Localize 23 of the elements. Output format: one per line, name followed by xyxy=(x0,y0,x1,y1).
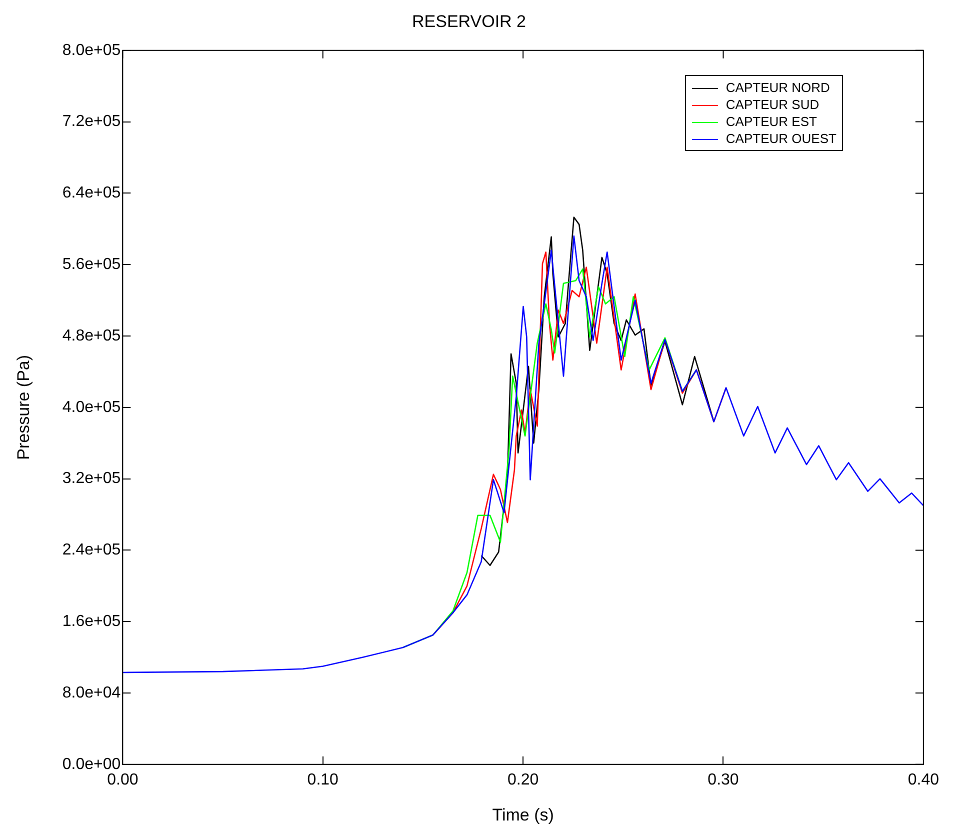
y-tick-label: 8.0e+04 xyxy=(62,684,121,702)
y-axis-title: Pressure (Pa) xyxy=(14,354,33,460)
x-tick-label: 0.30 xyxy=(708,771,739,788)
y-tick-label: 5.6e+05 xyxy=(62,256,121,274)
y-tick-label: 2.4e+05 xyxy=(62,542,121,559)
y-tick-label: 6.4e+05 xyxy=(62,184,121,202)
y-tick-label: 4.8e+05 xyxy=(62,327,121,344)
x-tick-label: 0.00 xyxy=(107,771,138,788)
x-tick-label: 0.40 xyxy=(908,771,940,788)
x-axis-title: Time (s) xyxy=(492,805,554,824)
y-tick-label: 7.2e+05 xyxy=(62,113,121,130)
y-tick-label: 3.2e+05 xyxy=(62,470,121,488)
legend-label: CAPTEUR NORD xyxy=(726,80,830,96)
y-tick-label: 4.0e+05 xyxy=(62,398,121,416)
y-tick-label: 0.0e+00 xyxy=(62,756,121,773)
y-tick-label: 8.0e+05 xyxy=(62,42,121,59)
x-tick-label: 0.20 xyxy=(507,771,539,788)
chart-title: RESERVOIR 2 xyxy=(412,12,526,31)
legend-label: CAPTEUR SUD xyxy=(726,97,820,112)
legend-label: CAPTEUR EST xyxy=(726,114,817,130)
legend-label: CAPTEUR OUEST xyxy=(726,131,836,146)
y-tick-label: 1.6e+05 xyxy=(62,613,121,630)
x-tick-label: 0.10 xyxy=(307,771,339,788)
